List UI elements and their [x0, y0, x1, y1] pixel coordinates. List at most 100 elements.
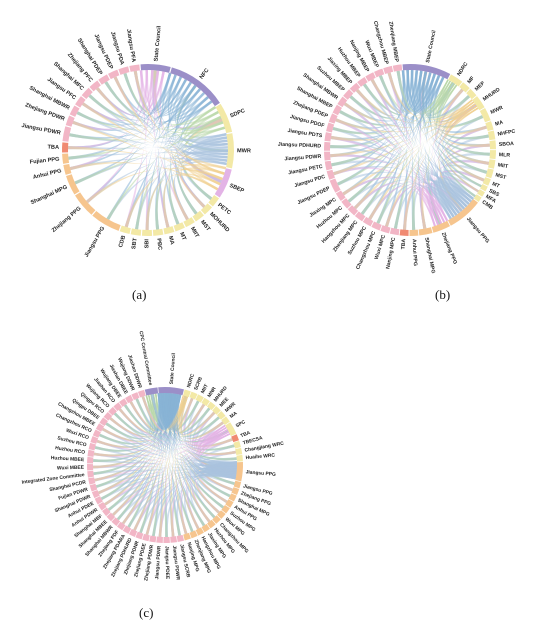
node-arc	[87, 470, 94, 478]
chord-link	[192, 411, 231, 446]
node-arc	[489, 140, 496, 150]
panel-caption-a: (a)	[132, 287, 147, 302]
node-arc	[69, 105, 80, 117]
node-label: TBA	[240, 430, 252, 439]
node-arc	[332, 104, 342, 116]
node-arc	[122, 525, 132, 534]
chord-link	[164, 393, 224, 509]
node-arc	[176, 534, 185, 542]
chord-link	[342, 107, 479, 196]
node-arc	[354, 211, 366, 222]
node-label: Jiangsu PETC	[288, 164, 324, 176]
node-arc	[418, 227, 433, 236]
node-arc	[118, 66, 130, 75]
node-label: MFA	[484, 194, 497, 205]
node-arc	[90, 436, 99, 444]
node-label: NFC	[199, 68, 211, 81]
node-arc	[231, 487, 240, 496]
node-arc	[87, 449, 95, 457]
node-label: CMB	[481, 199, 494, 211]
node-arc	[91, 490, 100, 499]
node-arc	[447, 198, 478, 226]
chord-link	[378, 70, 409, 112]
panel-caption-b: (b)	[435, 287, 451, 302]
node-label: MHURD	[482, 87, 502, 103]
node-arc	[128, 528, 138, 537]
node-arc	[170, 67, 220, 107]
node-arc	[108, 69, 120, 80]
node-arc	[324, 141, 331, 151]
node-arc	[389, 227, 400, 236]
node-label: MA	[495, 120, 505, 128]
chord-link	[72, 120, 228, 159]
node-label: Jiangsu PPG	[84, 226, 107, 259]
node-arc	[183, 532, 191, 541]
node-label: MWR	[237, 148, 251, 154]
node-arc	[215, 103, 233, 134]
node-label: State Council	[153, 25, 162, 62]
node-label: Huzhou RCO	[55, 445, 86, 456]
node-arc	[480, 184, 488, 192]
node-label: MA	[167, 236, 175, 246]
node-arc	[489, 150, 496, 160]
node-arc	[62, 153, 70, 164]
node-arc	[113, 402, 123, 411]
chord-diagram-a: State CouncilNFCSDPCMWRSBEPPETCMOHURDMST…	[21, 25, 251, 259]
node-arc	[324, 160, 333, 171]
chord-link	[179, 395, 233, 447]
node-label: Jiangsu PDEE	[163, 546, 170, 580]
chord-link	[123, 72, 228, 156]
node-arc	[206, 401, 216, 411]
node-label: Jiangsu PDWR	[21, 123, 61, 136]
chord-link	[195, 416, 237, 467]
node-arc	[87, 464, 94, 471]
chord-panel-b: State Council NDRC MF MEP MHURD MWR MA NHFPC SBO…	[275, 0, 550, 310]
chord-link	[378, 75, 449, 114]
chord-diagram-c: State Council NDRCSCRBMIITMNRMHURDMEEMWRM…	[21, 331, 284, 582]
node-arc	[228, 493, 237, 502]
node-label: Jiangsu PPG	[245, 469, 276, 478]
node-arc	[477, 189, 485, 197]
panel-caption-c: (c)	[139, 605, 154, 620]
chord-link	[68, 146, 225, 175]
node-arc	[192, 210, 204, 222]
node-arc	[217, 510, 226, 519]
chord-link	[69, 92, 206, 139]
node-label: SBEP	[228, 183, 245, 195]
node-arc	[65, 115, 75, 127]
node-arc	[140, 63, 171, 73]
chord-link	[331, 160, 475, 200]
node-arc	[102, 507, 111, 517]
node-label: PETC	[216, 202, 231, 216]
chord-link	[349, 95, 461, 214]
chord-link	[347, 176, 470, 206]
chord-link	[127, 474, 237, 528]
node-label: TBA	[400, 238, 407, 249]
chord-link	[432, 79, 471, 120]
node-arc	[88, 477, 96, 485]
node-label: Zhejiang PPG	[440, 232, 458, 266]
node-arc	[448, 74, 463, 87]
node-arc	[235, 462, 243, 482]
node-label: Anhui PPG	[411, 239, 418, 266]
node-arc	[231, 434, 239, 443]
node-arc	[183, 217, 195, 228]
node-label: State Council	[169, 352, 178, 384]
node-label: MST	[199, 219, 211, 232]
node-label: SBOA	[499, 141, 515, 148]
node-arc	[324, 151, 331, 161]
chord-link	[158, 72, 172, 228]
node-label: NDRC	[456, 61, 469, 77]
node-arc	[63, 163, 72, 175]
node-arc	[201, 523, 210, 533]
chord-link	[68, 142, 228, 150]
chord-link	[104, 81, 228, 143]
node-arc	[208, 195, 220, 207]
node-label: Jiangsu PDTS	[287, 128, 323, 139]
node-label: Shanghai MPG	[30, 184, 68, 206]
node-label: Jiangsu PDNR	[154, 545, 162, 580]
node-arc	[233, 480, 242, 489]
node-label: Huzhou MBEE	[51, 455, 85, 463]
node-arc	[431, 220, 451, 233]
chord-panel-a: State Council NFC SDPC MWR SBEP PETC MOHURD MST…	[0, 0, 275, 310]
